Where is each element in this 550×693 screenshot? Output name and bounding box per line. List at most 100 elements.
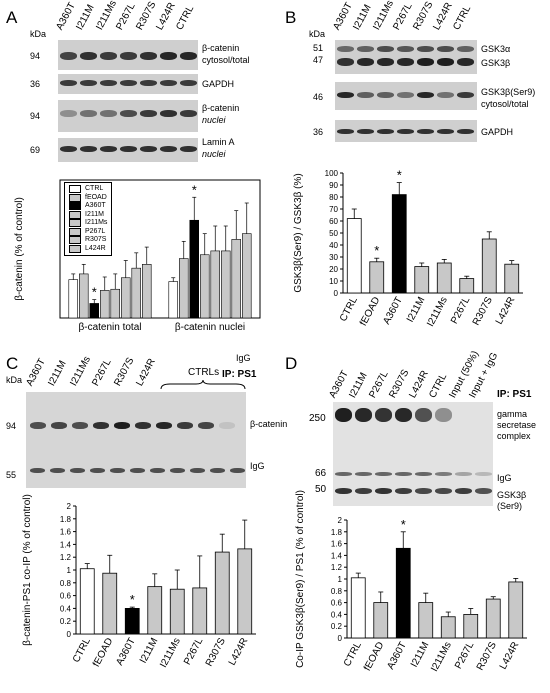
blot-band <box>337 46 354 52</box>
x-tick-label: L424R <box>227 636 251 667</box>
y-tick-label: 70 <box>329 205 338 214</box>
panel-b: B kDa A360T I211M I211Ms P267L R307S L424R CTR… <box>275 0 550 344</box>
blot-band <box>100 80 117 86</box>
blot-label: GSK3β <box>481 58 511 68</box>
blot-band <box>180 146 197 152</box>
legend-label: I211M <box>85 210 104 218</box>
blot-band <box>180 110 197 117</box>
blot-band <box>415 488 432 494</box>
x-tick-label: A360T <box>381 295 405 326</box>
blot-band <box>120 146 137 152</box>
blot-band <box>335 472 352 476</box>
blot-band <box>100 110 117 117</box>
panel-label: C <box>6 354 19 373</box>
bar <box>237 548 253 635</box>
y-tick-label: 0 <box>334 289 339 298</box>
panel-d: D A360T I211M P267L R307S L424R CTRL Input (50… <box>275 344 550 688</box>
legend-label: R307S <box>85 236 107 243</box>
lane-label: A360T <box>24 356 48 388</box>
blot-label: β-catenin <box>202 103 240 113</box>
band-label: complex <box>497 431 531 441</box>
x-tick-label: I211Ms <box>425 295 450 328</box>
y-tick-label: 20 <box>329 265 338 274</box>
x-group-label: β-catenin total <box>78 322 141 333</box>
lane-label: CTRL <box>451 3 474 33</box>
x-tick-label: R307S <box>204 636 228 668</box>
blot-band <box>397 46 414 52</box>
blot-band <box>180 52 197 60</box>
blot-band <box>415 472 432 476</box>
western-blot <box>26 392 246 488</box>
blot-label: Lamin A <box>202 137 235 147</box>
blot-band <box>375 488 392 494</box>
legend-label: P267L <box>85 227 106 235</box>
blot-band <box>355 408 372 422</box>
band-label: secretase <box>497 420 537 430</box>
kda-label: kDa <box>6 375 23 385</box>
bar <box>142 264 152 319</box>
blot-band <box>130 468 145 473</box>
bar <box>189 219 200 319</box>
y-tick-label: 10 <box>329 277 338 286</box>
x-tick-label: P267L <box>449 295 472 326</box>
bar <box>221 250 231 319</box>
blot-band <box>355 488 372 494</box>
panel-a: A kDa A360T I211M I211Ms P267L R307S L424R CTR… <box>0 0 275 344</box>
mw-label: 55 <box>6 470 17 480</box>
bar <box>100 290 110 319</box>
blot-band <box>437 129 454 134</box>
bar <box>147 586 163 635</box>
bar <box>463 614 479 639</box>
chart-b: 0 10 20 30 40 50 60 70 80 90 100 GSK3β(Ser9) / GSK3… <box>275 165 550 344</box>
bar <box>436 262 452 294</box>
blot-label: β-catenin <box>202 43 240 53</box>
significance-star: * <box>92 285 97 300</box>
blot-band <box>377 46 394 52</box>
legend-entry: CTRL <box>69 185 107 194</box>
legend: CTRL fEOAD A360T I211M I211Ms P267L R307S L424R <box>64 182 113 256</box>
significance-star: * <box>374 243 379 258</box>
blot-band <box>455 488 472 494</box>
y-tick-label: 60 <box>329 217 338 226</box>
blot-label: GAPDH <box>202 79 235 89</box>
blot-band <box>80 52 97 60</box>
blot-band <box>395 472 412 476</box>
ctrls-bracket <box>160 380 246 390</box>
mw-label: 66 <box>315 468 327 479</box>
blot-band <box>120 110 137 117</box>
blot-band <box>30 468 45 473</box>
x-tick-label: R307S <box>471 295 495 327</box>
bar <box>414 266 430 294</box>
blot-band <box>80 110 97 117</box>
y-tick-label: 1 <box>338 575 343 584</box>
x-tick-label: I211M <box>138 636 160 665</box>
blot-band <box>357 46 374 52</box>
bar <box>192 587 208 635</box>
blot-band <box>417 46 434 52</box>
legend-swatch <box>69 193 81 202</box>
band-label: β-catenin <box>250 419 288 429</box>
blot-band <box>80 146 97 152</box>
blot-band <box>417 92 434 98</box>
bar <box>79 273 89 319</box>
blot-band <box>72 422 88 429</box>
blot-label: cytosol/total <box>481 99 529 109</box>
blot-label: GSK3β(Ser9) <box>481 87 536 97</box>
band-label: (Ser9) <box>497 501 523 511</box>
x-tick-label: CTRL <box>342 640 364 669</box>
lane-label: P267L <box>114 1 138 33</box>
blot-band <box>377 129 394 134</box>
legend-entry: P267L <box>69 228 107 237</box>
bar-chart: 0 0.2 0.4 0.6 0.8 1 1.2 1.4 1.6 1.8 2 β-catenin-PS1… <box>22 494 256 670</box>
x-tick-label: CTRL <box>338 295 360 324</box>
bar-chart: 0 10 20 30 40 50 60 70 80 90 100 GSK3β(Ser9) / GSK3… <box>293 168 523 329</box>
y-tick-label: 100 <box>325 169 339 178</box>
blot-band <box>160 110 177 117</box>
blot-band <box>160 80 177 86</box>
western-blot <box>335 40 477 74</box>
x-tick-label: P267L <box>453 640 476 671</box>
bar <box>418 602 434 639</box>
band-label: gamma <box>497 409 528 419</box>
blot-label: cytosol/total <box>202 55 250 65</box>
mw-label: 94 <box>30 111 41 121</box>
